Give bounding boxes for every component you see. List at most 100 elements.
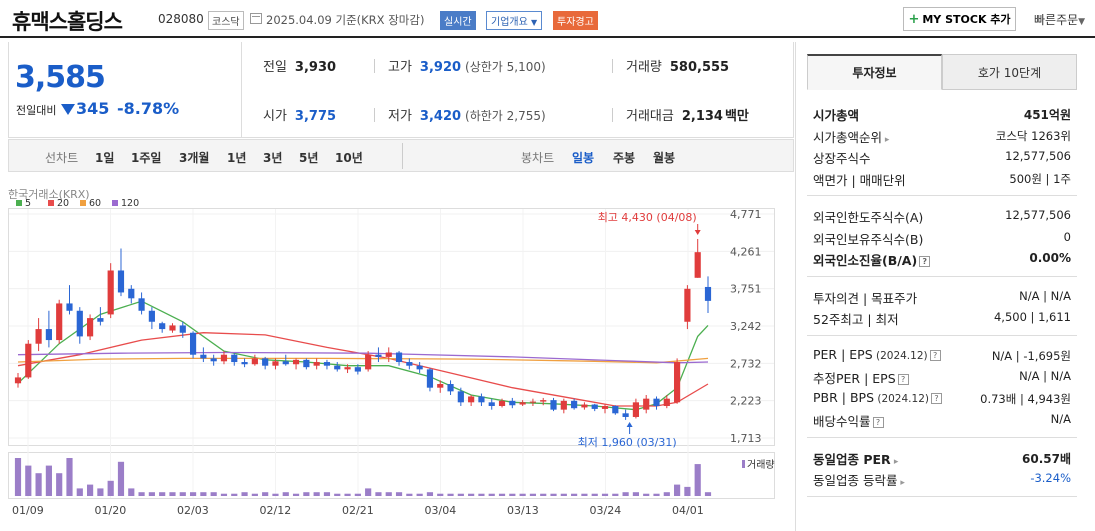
open-price: 시가 3,775 [263, 109, 337, 124]
chart-canvas[interactable]: 5 20 60 120 4,771 4,261 3,751 3,242 2,732 2,223 1,… [8, 180, 794, 525]
candle-body [385, 352, 392, 357]
info-row: 투자의견 | 목표주가 N/A | N/A [807, 285, 1077, 307]
x-tick-label: 02/21 [342, 504, 374, 517]
candle-body [210, 358, 217, 362]
candle-monthly[interactable]: 월봉 [653, 151, 676, 165]
volume-bar [148, 492, 155, 496]
volume-bar [426, 492, 434, 496]
info-key: 52주최고 | 최저 [813, 312, 899, 327]
volume-bar [540, 493, 547, 496]
quick-order-button[interactable]: 빠른주문▼ [1034, 11, 1085, 28]
candle-body [478, 396, 485, 403]
warning-badge[interactable]: 투자경고 [553, 11, 598, 30]
volume-bar [581, 493, 588, 496]
candle-body [519, 402, 526, 405]
info-row: 상장주식수 12,577,506 [807, 145, 1077, 167]
info-key[interactable]: 추정PER | EPS? [813, 368, 909, 387]
stock-code: 028080 [158, 12, 204, 26]
volume-bar [128, 488, 135, 496]
info-key: 액면가 | 매매단위 [813, 172, 906, 188]
period-5y[interactable]: 5년 [299, 151, 319, 165]
info-value: N/A [1050, 412, 1071, 426]
volume-bar [457, 493, 464, 496]
candle-body [148, 310, 155, 322]
help-icon[interactable]: ? [929, 349, 941, 361]
info-key[interactable]: 외국인소진율(B/A)? [813, 250, 931, 269]
volume-label: 거래량 [747, 459, 775, 471]
info-row: 52주최고 | 최저 4,500 | 1,611 [807, 306, 1077, 328]
info-key[interactable]: PER | EPS (2024.12)? [813, 347, 941, 362]
candle-body [323, 362, 331, 366]
candle-body [169, 325, 176, 331]
period-3m[interactable]: 3개월 [179, 151, 210, 165]
candle-body [612, 405, 619, 414]
legend-swatch [112, 200, 118, 206]
candle-body [591, 404, 598, 409]
info-key: 시가총액 [813, 108, 860, 123]
candle-weekly[interactable]: 주봉 [613, 151, 636, 165]
candle-daily[interactable]: 일봉 [572, 151, 595, 165]
company-info-dropdown[interactable]: 기업개요 ▼ [486, 11, 543, 30]
tab-invest-info[interactable]: 투자정보 [807, 54, 942, 90]
invest-panel: 투자정보 호가 10단계 시가총액 451억원 시가총액순위 ▸ 코스닥 1263위 상… [795, 42, 1095, 531]
stock-chart[interactable]: 한국거래소(KRX) 5 20 60 120 4,771 4,261 3,751 3,242 2… [8, 180, 794, 525]
volume-bar [694, 464, 701, 496]
chevron-right-icon: ▸ [890, 456, 899, 467]
volume-bar [189, 492, 197, 496]
candle-body [231, 354, 238, 363]
info-key[interactable]: 배당수익률? [813, 411, 884, 430]
period-3y[interactable]: 3년 [263, 151, 283, 165]
volume-bar [76, 488, 83, 496]
info-key[interactable]: 동일업종 등락률 ▸ [813, 473, 905, 488]
candle-chart-label[interactable]: 봉차트 [521, 151, 555, 165]
volume-bar [220, 493, 228, 496]
line-chart-label[interactable]: 선차트 [45, 151, 79, 165]
volume-bar [601, 493, 609, 496]
help-icon[interactable]: ? [872, 417, 884, 428]
info-value: 60.57배 [1022, 451, 1071, 466]
period-1y[interactable]: 1년 [227, 151, 247, 165]
candle-body [571, 400, 578, 409]
volume-bar [210, 492, 217, 496]
realtime-button[interactable]: 실시간 [440, 11, 476, 30]
info-key[interactable]: 시가총액순위 ▸ [813, 129, 890, 145]
help-icon[interactable]: ? [897, 374, 909, 385]
info-value: 0 [1063, 229, 1071, 244]
candle-body [529, 401, 537, 403]
x-tick-label: 04/01 [672, 504, 704, 517]
legend-label: 60 [89, 198, 101, 209]
date-info: 2025.04.09 기준(KRX 장마감) [266, 13, 425, 27]
volume-bar [87, 484, 94, 496]
volume-bar [344, 493, 351, 496]
candle-body [663, 398, 670, 406]
add-mystock-button[interactable]: + MY STOCK 추가 [903, 7, 1016, 31]
candle-body [179, 325, 186, 333]
volume-bar [498, 493, 506, 496]
high-price: 고가 3,920 (상한가 5,100) [388, 60, 546, 75]
x-tick-label: 03/04 [425, 504, 457, 517]
volume-bar [550, 493, 557, 496]
candle-body [468, 396, 475, 403]
help-icon[interactable]: ? [919, 256, 931, 267]
candle-body [76, 310, 83, 337]
info-key[interactable]: 동일업종 PER ▸ [813, 451, 899, 467]
legend-label: 120 [121, 198, 139, 209]
candle-body [262, 358, 269, 366]
candle-body [35, 329, 42, 344]
period-10y[interactable]: 10년 [335, 151, 363, 165]
volume-bar [292, 493, 300, 496]
x-tick-label: 02/03 [177, 504, 209, 517]
volume-bar [231, 493, 238, 496]
change-label: 전일대비 [16, 104, 57, 117]
volume-bar [385, 492, 392, 496]
volume-bar [488, 493, 495, 496]
ma-line-ma120 [17, 351, 709, 364]
info-key: 외국인한도주식수(A) [813, 210, 924, 225]
volume-bar [663, 492, 670, 496]
help-icon[interactable]: ? [930, 392, 942, 404]
info-key[interactable]: PBR | BPS (2024.12)? [813, 390, 942, 405]
period-1w[interactable]: 1주일 [131, 151, 162, 165]
low-annotation: 최저 1,960 (03/31) [578, 436, 677, 449]
period-1d[interactable]: 1일 [95, 151, 115, 165]
tab-orderbook[interactable]: 호가 10단계 [942, 54, 1077, 90]
